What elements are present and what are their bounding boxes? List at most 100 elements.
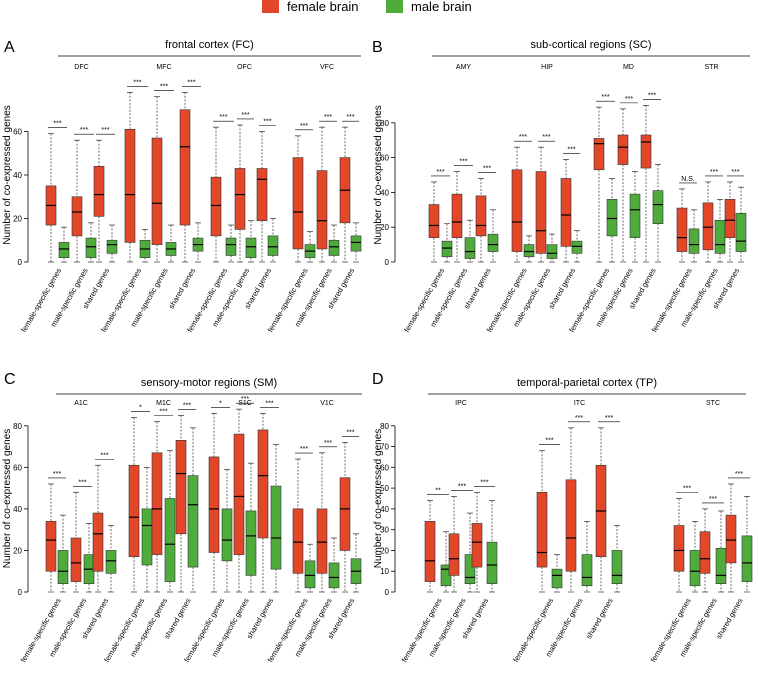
panel-letter: B	[372, 39, 383, 56]
box-male	[523, 244, 535, 258]
x-tick-label: female-specific genes	[402, 266, 446, 334]
box-male	[741, 535, 753, 582]
box-female	[471, 523, 483, 568]
y-tick-label: 0	[18, 588, 23, 597]
panel-letter: C	[4, 371, 16, 388]
box-male	[688, 228, 700, 254]
y-axis-label: Number of co-expressed genes	[373, 105, 384, 245]
box-female	[292, 508, 304, 574]
group-label: STC	[706, 400, 720, 407]
y-axis-label: Number of co-expressed genes	[2, 105, 13, 245]
box-female	[699, 531, 711, 574]
y-tick-label: 0	[18, 258, 23, 267]
y-tick-label: 30	[380, 526, 389, 535]
group-label: IPC	[455, 400, 467, 407]
box-male	[221, 508, 233, 562]
sig-label: ***	[459, 159, 467, 166]
box-female	[234, 168, 246, 230]
group-amy: AMY***female-specific genes***male-speci…	[402, 64, 499, 334]
group-a1c: A1C***female-specific genes***male-speci…	[19, 400, 117, 664]
box-female	[316, 170, 328, 250]
group-md: MD***female-specific genes***male-specif…	[567, 64, 664, 334]
group-label: V1C	[320, 400, 334, 407]
sig-label: ***	[300, 123, 308, 130]
box-female	[724, 199, 736, 238]
box-male	[141, 508, 153, 566]
box-female	[175, 440, 187, 535]
x-tick-label: shared genes	[714, 596, 745, 640]
panel-title: temporal-parietal cortex (TP)	[517, 377, 657, 389]
y-tick-label: 70	[380, 443, 389, 452]
group-label: M1C	[156, 400, 171, 407]
group-label: HIP	[541, 64, 553, 71]
sig-label: ***	[160, 84, 168, 91]
box-male	[464, 554, 476, 584]
sig-label: ***	[567, 146, 575, 153]
group-m1c: M1C*female-specific genes***male-specifi…	[102, 400, 199, 664]
box-male	[441, 240, 453, 258]
box-female	[210, 176, 222, 237]
sig-label: ***	[545, 438, 553, 445]
group-hip: HIP***female-specific genes***male-speci…	[485, 64, 583, 334]
box-male	[546, 244, 558, 259]
y-axis-label: Number of co-expressed genes	[373, 429, 384, 569]
box-female	[640, 134, 652, 169]
y-tick-label: 40	[13, 505, 22, 514]
box-male	[571, 240, 583, 254]
sig-label: ***	[183, 402, 191, 409]
sig-label: ***	[159, 409, 167, 416]
group-itc: ITC***female-specific genes***male-speci…	[511, 400, 623, 664]
sig-label: ***	[605, 415, 613, 422]
box-male	[487, 233, 499, 252]
box-female	[565, 479, 577, 572]
box-female	[151, 137, 163, 245]
sig-label: ***	[219, 114, 227, 121]
sig-label: ***	[625, 96, 633, 103]
box-female	[124, 129, 136, 243]
y-tick-label: 20	[380, 223, 389, 232]
x-tick-label: shared genes	[547, 266, 578, 310]
box-male	[652, 190, 664, 225]
box-female	[593, 138, 605, 171]
y-tick-label: 60	[13, 128, 22, 137]
y-axis-label: Number of co-expressed genes	[2, 429, 13, 569]
box-male	[606, 199, 618, 237]
box-female	[151, 452, 163, 555]
sig-label: ***	[575, 415, 583, 422]
sig-label: ***	[324, 440, 332, 447]
box-female	[428, 204, 440, 238]
group-label: MD	[623, 64, 634, 71]
box-male	[245, 510, 257, 576]
sig-label: ***	[346, 429, 354, 436]
box-male	[581, 554, 593, 587]
x-tick-label: shared genes	[584, 596, 615, 640]
panel-letter: A	[4, 39, 15, 56]
legend-label-male: male brain	[411, 0, 472, 14]
box-male	[164, 498, 176, 582]
legend-swatch-male	[386, 0, 403, 13]
y-tick-label: 40	[13, 171, 22, 180]
y-tick-label: 0	[385, 258, 390, 267]
sig-label: ***	[101, 127, 109, 134]
box-female	[292, 157, 304, 250]
y-tick-label: 0	[385, 588, 390, 597]
sig-label: *	[139, 404, 142, 411]
box-female	[45, 521, 57, 572]
box-female	[535, 171, 547, 254]
sig-label: ***	[710, 169, 718, 176]
box-female	[179, 109, 191, 226]
sig-label: ***	[133, 79, 141, 86]
box-male	[486, 541, 498, 584]
box-male	[328, 562, 340, 589]
box-male	[735, 212, 747, 252]
box-male	[714, 219, 726, 254]
y-tick-label: 60	[380, 463, 389, 472]
box-male	[464, 237, 476, 259]
box-female	[673, 525, 685, 572]
group-ipc: IPC**female-specific genes***male-specif…	[400, 400, 498, 664]
y-tick-label: 80	[380, 119, 389, 128]
